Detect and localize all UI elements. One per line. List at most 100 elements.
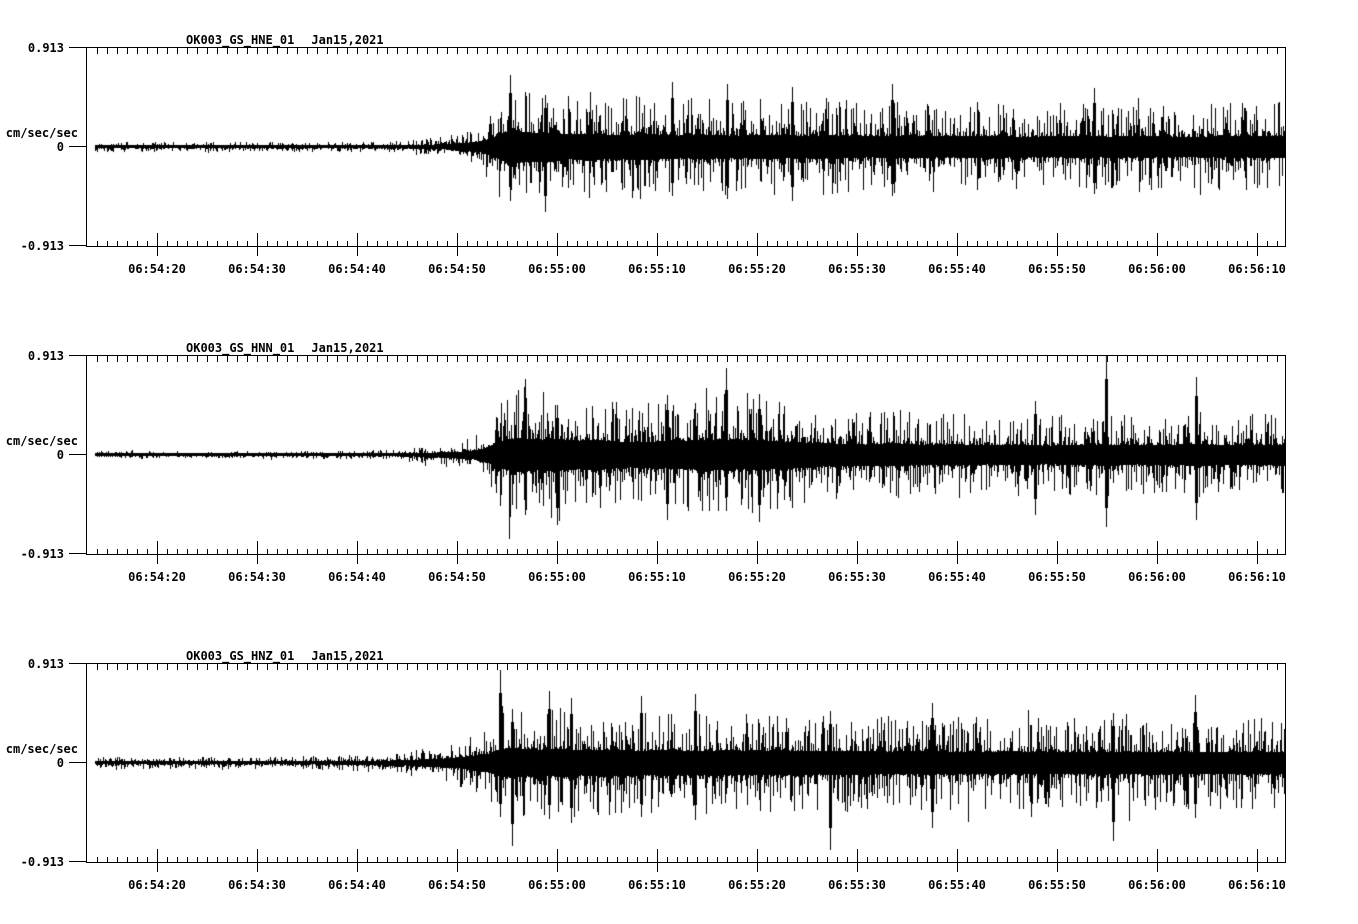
x-axis-minor-tick-top	[1027, 664, 1028, 670]
x-axis-minor-tick-bottom	[347, 241, 348, 246]
x-axis-minor-tick-top	[717, 664, 718, 670]
x-axis-minor-tick-bottom	[297, 241, 298, 246]
x-axis-major-tick	[157, 849, 158, 872]
x-axis-minor-tick-bottom	[587, 241, 588, 246]
x-axis-minor-tick-bottom	[347, 549, 348, 554]
x-axis-minor-tick-top	[817, 664, 818, 670]
x-axis-minor-tick-bottom	[797, 549, 798, 554]
x-axis-minor-tick-bottom	[1127, 241, 1128, 246]
x-axis-minor-tick-bottom	[1117, 857, 1118, 862]
x-axis-minor-tick-top	[387, 48, 388, 54]
x-axis-major-tick	[557, 233, 558, 256]
x-axis-minor-tick-top	[677, 664, 678, 670]
x-axis-minor-tick-bottom	[827, 549, 828, 554]
x-axis-minor-tick-bottom	[637, 241, 638, 246]
x-axis-minor-tick-top	[977, 356, 978, 362]
x-axis-minor-tick-top	[697, 664, 698, 670]
x-tick-label: 06:55:30	[828, 570, 886, 584]
x-axis-minor-tick-top	[137, 356, 138, 362]
x-axis-minor-tick-top	[127, 356, 128, 362]
x-axis-minor-tick-top	[1037, 48, 1038, 54]
x-axis-minor-tick-bottom	[497, 241, 498, 246]
x-axis-minor-tick-top	[1137, 356, 1138, 362]
x-axis-minor-tick-bottom	[527, 549, 528, 554]
x-axis-minor-tick-top	[747, 48, 748, 54]
x-axis-minor-tick-top	[407, 48, 408, 54]
x-axis-minor-tick-bottom	[1027, 241, 1028, 246]
station-channel-label: OK003_GS_HNZ_01	[186, 649, 295, 663]
x-axis-minor-tick-bottom	[367, 241, 368, 246]
x-axis-minor-tick-bottom	[1037, 241, 1038, 246]
x-axis-minor-tick-top	[227, 664, 228, 670]
x-axis-minor-tick-bottom	[987, 241, 988, 246]
x-tick-label: 06:54:50	[428, 262, 486, 276]
x-axis-minor-tick-bottom	[217, 549, 218, 554]
x-axis-minor-tick-top	[967, 356, 968, 362]
x-axis-minor-tick-bottom	[707, 549, 708, 554]
x-axis-minor-tick-top	[987, 356, 988, 362]
x-axis-minor-tick-top	[967, 48, 968, 54]
x-axis-minor-tick-top	[847, 356, 848, 362]
x-axis-minor-tick-bottom	[977, 549, 978, 554]
x-axis-minor-tick-bottom	[1017, 241, 1018, 246]
x-axis-minor-tick-top	[557, 664, 558, 670]
x-axis-minor-tick-top	[887, 48, 888, 54]
x-axis-minor-tick-top	[457, 48, 458, 54]
x-axis-minor-tick-bottom	[267, 857, 268, 862]
x-axis-minor-tick-top	[167, 48, 168, 54]
x-axis-minor-tick-bottom	[767, 857, 768, 862]
x-axis-minor-tick-top	[617, 356, 618, 362]
x-axis-minor-tick-top	[117, 48, 118, 54]
x-tick-label: 06:54:40	[328, 878, 386, 892]
x-axis-minor-tick-top	[1037, 356, 1038, 362]
x-axis-minor-tick-bottom	[637, 857, 638, 862]
x-axis-minor-tick-bottom	[1127, 549, 1128, 554]
x-axis-minor-tick-bottom	[277, 857, 278, 862]
x-axis-minor-tick-bottom	[377, 241, 378, 246]
x-axis-minor-tick-top	[537, 48, 538, 54]
x-axis-major-tick	[257, 233, 258, 256]
x-axis-minor-tick-top	[567, 48, 568, 54]
x-axis-minor-tick-top	[147, 356, 148, 362]
x-axis-minor-tick-top	[837, 664, 838, 670]
x-tick-label: 06:55:10	[628, 878, 686, 892]
x-axis-minor-tick-bottom	[197, 857, 198, 862]
x-axis-minor-tick-top	[1177, 48, 1178, 54]
x-axis-minor-tick-top	[777, 356, 778, 362]
x-axis-minor-tick-top	[1207, 664, 1208, 670]
x-axis-minor-tick-top	[487, 664, 488, 670]
x-axis-major-tick	[857, 849, 858, 872]
x-axis-minor-tick-bottom	[847, 549, 848, 554]
x-axis-minor-tick-top	[837, 356, 838, 362]
x-axis-minor-tick-top	[447, 356, 448, 362]
x-axis-minor-tick-top	[107, 356, 108, 362]
x-axis-major-tick	[857, 233, 858, 256]
x-axis-minor-tick-top	[687, 48, 688, 54]
y-axis-tick	[69, 553, 87, 554]
x-axis-minor-tick-bottom	[1037, 857, 1038, 862]
x-axis-minor-tick-bottom	[877, 549, 878, 554]
x-axis-minor-tick-bottom	[1167, 549, 1168, 554]
x-axis-minor-tick-bottom	[617, 241, 618, 246]
x-axis-minor-tick-top	[1157, 48, 1158, 54]
x-axis-minor-tick-top	[247, 48, 248, 54]
x-tick-label: 06:56:00	[1128, 262, 1186, 276]
x-axis-minor-tick-top	[657, 48, 658, 54]
x-axis-minor-tick-top	[347, 356, 348, 362]
x-axis-minor-tick-top	[337, 48, 338, 54]
x-axis-minor-tick-top	[787, 664, 788, 670]
x-axis-minor-tick-bottom	[617, 549, 618, 554]
x-axis-minor-tick-top	[1257, 48, 1258, 54]
x-axis-major-tick	[1157, 233, 1158, 256]
x-axis-minor-tick-top	[187, 356, 188, 362]
x-axis-minor-tick-bottom	[797, 241, 798, 246]
x-axis-minor-tick-bottom	[447, 857, 448, 862]
x-axis-minor-tick-bottom	[397, 241, 398, 246]
x-axis-minor-tick-bottom	[117, 549, 118, 554]
x-axis-minor-tick-bottom	[547, 549, 548, 554]
x-axis-minor-tick-top	[747, 356, 748, 362]
x-axis-minor-tick-bottom	[227, 857, 228, 862]
x-axis-minor-tick-top	[367, 48, 368, 54]
x-tick-label: 06:55:30	[828, 262, 886, 276]
x-axis-minor-tick-bottom	[377, 857, 378, 862]
